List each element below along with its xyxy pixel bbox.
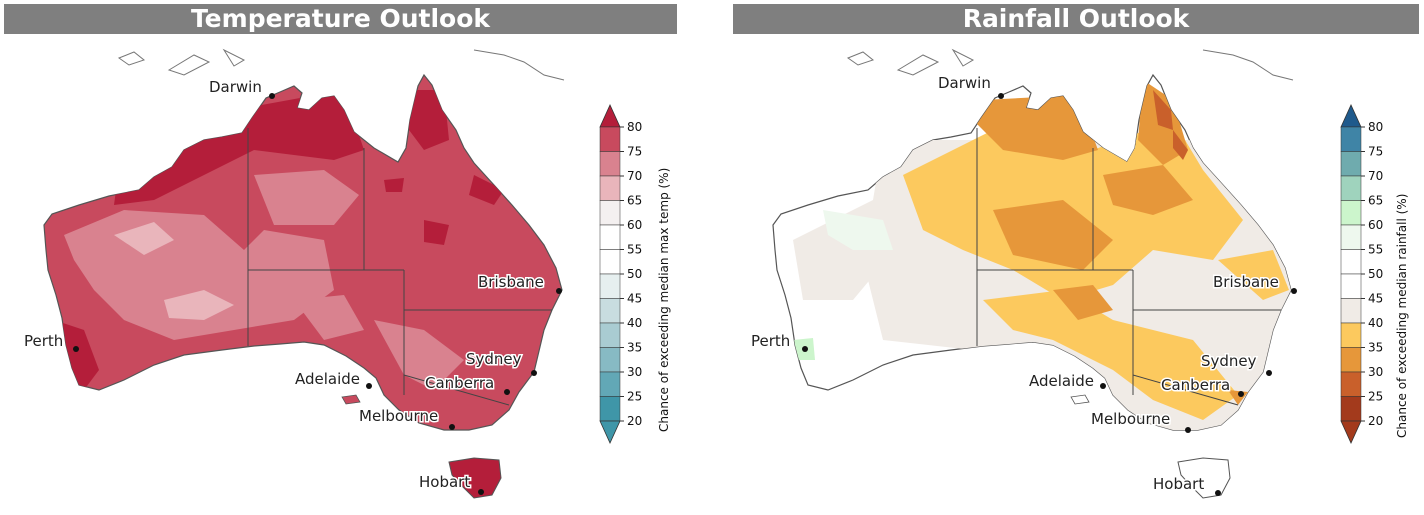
rainfall-colorbar-segment xyxy=(1340,371,1362,397)
rainfall-colorbar-tick-label: 25 xyxy=(1368,390,1383,404)
city-darwin: Darwin xyxy=(938,74,991,92)
rainfall-panel: Rainfall Outlook xyxy=(733,0,1423,515)
rainfall-colorbar-tick-label: 60 xyxy=(1368,218,1383,232)
temperature-colorbar-tick-label: 60 xyxy=(627,218,642,232)
city-brisbane: Brisbane xyxy=(478,273,544,291)
temperature-colorbar-segment xyxy=(599,175,621,201)
city-hobart: Hobart xyxy=(419,473,470,491)
temperature-title: Temperature Outlook xyxy=(4,4,677,34)
city-adelaide: Adelaide xyxy=(1029,372,1094,390)
city-melbourne: Melbourne xyxy=(1091,410,1170,428)
temperature-colorbar-tick-label: 80 xyxy=(627,120,642,134)
state-borders xyxy=(247,128,552,406)
city-canberra: Canberra xyxy=(1161,376,1230,394)
temperature-colorbar-segment xyxy=(599,347,621,373)
rainfall-colorbar-tick-label: 30 xyxy=(1368,365,1383,379)
temperature-colorbar-segment xyxy=(599,371,621,397)
temperature-colorbar-tick-label: 75 xyxy=(627,145,642,159)
temperature-map: Darwin Perth Brisbane Sydney Adelaide Ca… xyxy=(23,48,671,499)
temperature-colorbar-tick-label: 70 xyxy=(627,169,642,183)
city-canberra: Canberra xyxy=(425,374,494,392)
rainfall-colorbar-label: Chance of exceeding median rainfall (%) xyxy=(1395,194,1409,438)
rainfall-colorbar-segment xyxy=(1340,396,1362,422)
temperature-colorbar-tick-label: 25 xyxy=(627,390,642,404)
temperature-colorbar-tick-label: 55 xyxy=(627,243,642,257)
temperature-colorbar-top-arrow xyxy=(599,104,621,128)
city-melbourne: Melbourne xyxy=(359,407,438,425)
rainfall-colorbar-segment xyxy=(1340,175,1362,201)
rainfall-colorbar-tick-label: 40 xyxy=(1368,316,1383,330)
temperature-colorbar-label: Chance of exceeding median max temp (%) xyxy=(657,168,671,432)
northern-coastlines xyxy=(117,48,565,81)
city-hobart: Hobart xyxy=(1153,475,1204,493)
temperature-colorbar-tick-label: 50 xyxy=(627,267,642,281)
city-perth: Perth xyxy=(24,332,63,350)
kangaroo-island xyxy=(341,394,361,405)
temperature-colorbar-tick-label: 40 xyxy=(627,316,642,330)
rainfall-colorbar-segment xyxy=(1340,322,1362,348)
city-sydney: Sydney xyxy=(466,350,522,368)
temperature-colorbar-bottom-arrow xyxy=(599,420,621,444)
tasmania xyxy=(1177,457,1231,499)
city-adelaide: Adelaide xyxy=(295,370,360,388)
city-perth: Perth xyxy=(751,332,790,350)
temperature-colorbar: 80 75 70 65 60 55 50 45 40 35 30 25 20 xyxy=(599,104,642,444)
temperature-colorbar-segment xyxy=(599,273,621,299)
rainfall-colorbar-segment xyxy=(1340,151,1362,177)
city-darwin: Darwin xyxy=(209,78,262,96)
rainfall-cities: Darwin Perth Brisbane Sydney Adelaide Ca… xyxy=(750,73,1297,496)
rainfall-colorbar-tick-label: 20 xyxy=(1368,414,1383,428)
rainfall-title: Rainfall Outlook xyxy=(733,4,1419,34)
temperature-colorbar-tick-label: 45 xyxy=(627,292,642,306)
temperature-colorbar-tick-label: 30 xyxy=(627,365,642,379)
rainfall-colorbar: 80 75 70 65 60 55 50 45 40 35 30 25 20 xyxy=(1340,104,1383,444)
rainfall-colorbar-tick-label: 65 xyxy=(1368,194,1383,208)
city-brisbane: Brisbane xyxy=(1213,273,1279,291)
rainfall-map: Darwin Perth Brisbane Sydney Adelaide Ca… xyxy=(750,48,1409,499)
tasmania xyxy=(448,457,502,499)
rainfall-colorbar-segment xyxy=(1340,347,1362,373)
rainfall-colorbar-tick-label: 50 xyxy=(1368,267,1383,281)
temperature-colorbar-tick-label: 35 xyxy=(627,341,642,355)
temperature-colorbar-segment xyxy=(599,224,621,250)
city-sydney: Sydney xyxy=(1201,352,1257,370)
rainfall-colorbar-tick-label: 75 xyxy=(1368,145,1383,159)
rainfall-colorbar-tick-label: 80 xyxy=(1368,120,1383,134)
rainfall-colorbar-top-arrow xyxy=(1340,104,1362,128)
rainfall-colorbar-segment xyxy=(1340,200,1362,226)
temperature-colorbar-segment xyxy=(599,396,621,422)
temperature-colorbar-segment xyxy=(599,249,621,275)
northern-coastlines xyxy=(846,48,1294,81)
temperature-colorbar-segment xyxy=(599,151,621,177)
rainfall-colorbar-segment xyxy=(1340,126,1362,152)
rainfall-colorbar-tick-label: 70 xyxy=(1368,169,1383,183)
rainfall-colorbar-segment xyxy=(1340,298,1362,324)
rainfall-colorbar-tick-label: 45 xyxy=(1368,292,1383,306)
rainfall-colorbar-tick-label: 35 xyxy=(1368,341,1383,355)
kangaroo-island xyxy=(1070,394,1090,405)
temperature-panel: Temperature Outlook xyxy=(4,0,694,515)
rainfall-colorbar-bottom-arrow xyxy=(1340,420,1362,444)
rainfall-colorbar-tick-label: 55 xyxy=(1368,243,1383,257)
temperature-colorbar-segment xyxy=(599,322,621,348)
temperature-colorbar-segment xyxy=(599,200,621,226)
temperature-colorbar-tick-label: 65 xyxy=(627,194,642,208)
rainfall-colorbar-segment xyxy=(1340,224,1362,250)
rainfall-colorbar-segment xyxy=(1340,249,1362,275)
temperature-cities: Darwin Perth Brisbane Sydney Adelaide Ca… xyxy=(23,77,562,495)
state-borders xyxy=(976,128,1281,406)
temperature-colorbar-segment xyxy=(599,126,621,152)
temperature-colorbar-segment xyxy=(599,298,621,324)
rainfall-colorbar-segment xyxy=(1340,273,1362,299)
temperature-colorbar-tick-label: 20 xyxy=(627,414,642,428)
